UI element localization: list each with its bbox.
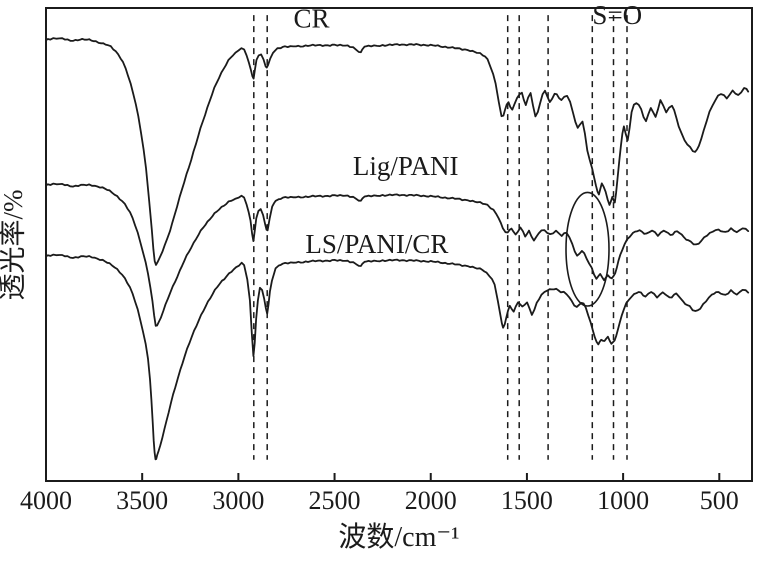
chart-generated-layer: 4000 3500 3000 2500 2000 1500 1000 500 CR S=O Lig/…	[20, 0, 753, 515]
annotation-cr: CR	[293, 3, 329, 33]
x-tick-label-1500: 1500	[501, 486, 553, 515]
x-tick-label-3000: 3000	[212, 486, 264, 515]
highlight-ellipse	[565, 191, 610, 307]
x-tick-label-500: 500	[700, 486, 739, 515]
x-tick-label-2500: 2500	[309, 486, 361, 515]
x-tick-label-2000: 2000	[405, 486, 457, 515]
x-tick-label-3500: 3500	[116, 486, 168, 515]
x-tick-label-4000: 4000	[20, 486, 72, 515]
curve-cr	[45, 37, 750, 266]
x-tick-label-1000: 1000	[597, 486, 649, 515]
annotation-so: S=O	[592, 0, 642, 30]
y-axis-title: 透光率/%	[0, 190, 28, 301]
x-axis-title: 波数/cm⁻¹	[338, 521, 459, 553]
annotation-ls-pani-cr: LS/PANI/CR	[305, 229, 448, 259]
annotation-lig-pani: Lig/PANI	[353, 151, 459, 181]
plot-border	[45, 7, 753, 482]
curve-lig-pani	[45, 182, 750, 327]
curve-ls-pani-cr	[45, 253, 750, 461]
